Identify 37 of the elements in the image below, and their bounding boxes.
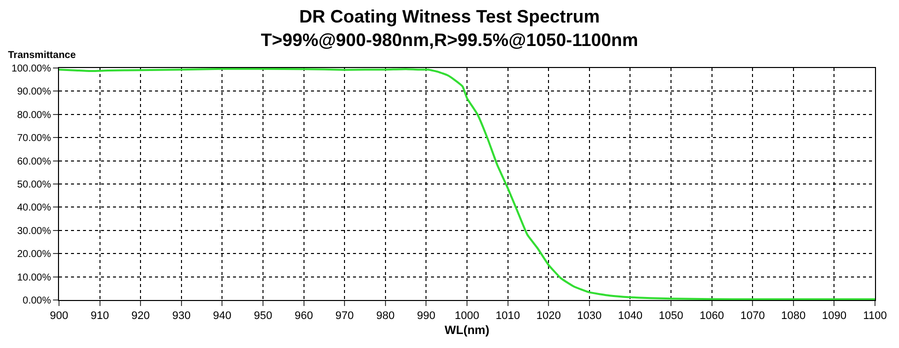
y-tick-label: 80.00% bbox=[17, 110, 52, 121]
x-tick-label: 940 bbox=[213, 310, 232, 322]
y-tick-label: 90.00% bbox=[17, 86, 52, 98]
y-tick-label: 50.00% bbox=[17, 180, 52, 190]
chart-title: DR Coating Witness Test Spectrum bbox=[299, 6, 600, 27]
x-tick-label: 1090 bbox=[822, 310, 846, 322]
x-tick-label: 1060 bbox=[700, 310, 724, 322]
x-tick-label: 930 bbox=[172, 310, 191, 322]
x-tick-label: 970 bbox=[335, 310, 354, 322]
x-tick-label: 950 bbox=[254, 310, 272, 322]
x-tick-label: 1040 bbox=[618, 310, 642, 322]
line-series bbox=[59, 68, 875, 300]
x-tick-label: 1070 bbox=[740, 310, 765, 322]
x-tick-label: 960 bbox=[294, 310, 313, 322]
x-tick-label: 920 bbox=[131, 310, 150, 322]
x-tick-label: 900 bbox=[50, 310, 68, 322]
x-axis-title: WL(nm) bbox=[444, 323, 490, 338]
x-tick-label: 1030 bbox=[577, 310, 602, 322]
y-axis-title: Transmittance bbox=[8, 50, 76, 61]
x-tick-label: 1100 bbox=[863, 310, 887, 322]
x-tick-label: 1050 bbox=[658, 310, 684, 322]
x-tick-label: 1000 bbox=[454, 310, 480, 322]
y-tick-label: 100.00% bbox=[12, 64, 52, 74]
y-tick-label: 10.00% bbox=[17, 272, 52, 284]
x-tick-label: 1080 bbox=[781, 310, 806, 322]
y-tick-label: 30.00% bbox=[17, 226, 52, 237]
x-tick-label: 1010 bbox=[496, 310, 520, 322]
y-tick-label: 60.00% bbox=[17, 156, 52, 168]
x-tick-label: 1020 bbox=[536, 310, 561, 322]
x-tick-label: 990 bbox=[417, 310, 436, 322]
x-tick-label: 910 bbox=[90, 310, 109, 322]
chart-subtitle: T>99%@900-980nm,R>99.5%@1050-1100nm bbox=[260, 30, 638, 50]
y-tick-label: 40.00% bbox=[17, 202, 52, 214]
y-tick-label: 20.00% bbox=[17, 249, 52, 260]
y-tick-label: 70.00% bbox=[17, 133, 52, 144]
y-tick-label: 0.00% bbox=[22, 296, 52, 306]
x-tick-label: 980 bbox=[376, 310, 395, 322]
